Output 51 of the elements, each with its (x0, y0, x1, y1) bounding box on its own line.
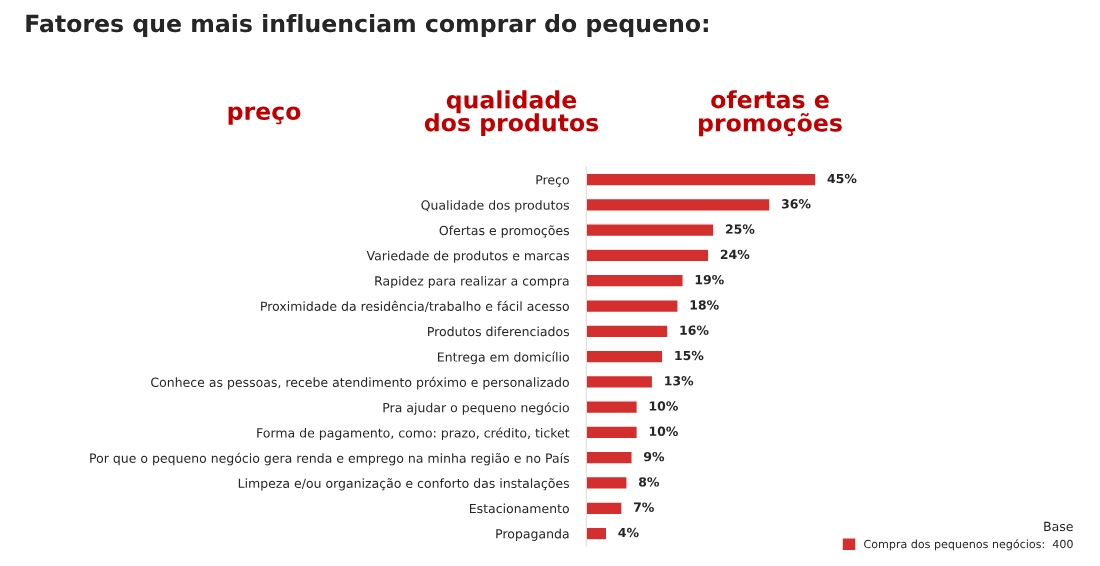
bar (586, 501, 623, 516)
text: Fatores que mais influenciam comprar do pequeno: (26, 14, 708, 37)
text: qualidade dos produtos (424, 90, 599, 137)
bar (586, 248, 710, 263)
y-tick-label: Rapidez para realizar a compra (375, 275, 569, 289)
bar (586, 400, 639, 415)
text: ofertas e promoções (699, 90, 842, 137)
bar (586, 374, 654, 389)
data-label: 15% (675, 350, 704, 361)
data-label: 10% (649, 401, 678, 411)
data-label: 36% (781, 199, 811, 209)
bar (586, 475, 628, 491)
data-label: 9% (643, 451, 665, 462)
y-tick-label: Forma de pagamento, como: prazo, crédito, ticket (257, 427, 570, 441)
data-label: 24% (720, 249, 750, 260)
data-label: 45% (827, 173, 857, 184)
bar (586, 299, 679, 314)
text: preço (228, 106, 301, 125)
y-tick-label: Variedade de produtos e marcas (366, 250, 570, 263)
bar (586, 526, 608, 541)
y-tick-label: Pra ajudar o pequeno negócio (383, 402, 569, 415)
data-label: 16% (680, 325, 709, 335)
bar (586, 425, 639, 440)
bar (586, 223, 715, 238)
data-label: 13% (665, 376, 694, 386)
bar (586, 197, 771, 212)
bar (586, 324, 669, 339)
y-tick-label: Estacionamento (469, 503, 569, 514)
legend-label: Compra dos pequenos negócios: 400 (864, 539, 1073, 551)
y-tick-label: Ofertas e promoções (439, 225, 570, 238)
data-label: 4% (618, 527, 639, 538)
y-tick-label: Produtos diferenciados (428, 326, 570, 337)
y-tick-label: Propaganda (496, 528, 569, 541)
bar (586, 273, 684, 288)
bar (586, 349, 664, 364)
y-tick-label: Conhece as pessoas, recebe atendimento próximo e personalizado (151, 376, 569, 390)
y-tick-label: Por que o pequeno negócio gera renda e emprego na minha região e no País (90, 452, 570, 466)
y-tick-label: Qualidade dos produtos (421, 200, 570, 213)
data-label: 10% (649, 426, 678, 437)
data-label: 19% (695, 274, 724, 285)
bar (586, 450, 633, 465)
data-label: 18% (690, 300, 719, 310)
y-tick-label: Limpeza e/ou organização e conforto das instalações (238, 478, 570, 491)
legend-title: Base (1044, 521, 1073, 532)
data-label: 7% (633, 502, 654, 512)
data-label: 8% (638, 477, 660, 487)
bar (586, 172, 817, 187)
y-tick-label: Proximidade da residência/trabalho e fácil acesso (261, 300, 569, 312)
y-tick-label: Preço (536, 175, 569, 187)
data-label: 25% (725, 224, 755, 234)
y-tick-label: Entrega em domicílio (438, 351, 569, 365)
